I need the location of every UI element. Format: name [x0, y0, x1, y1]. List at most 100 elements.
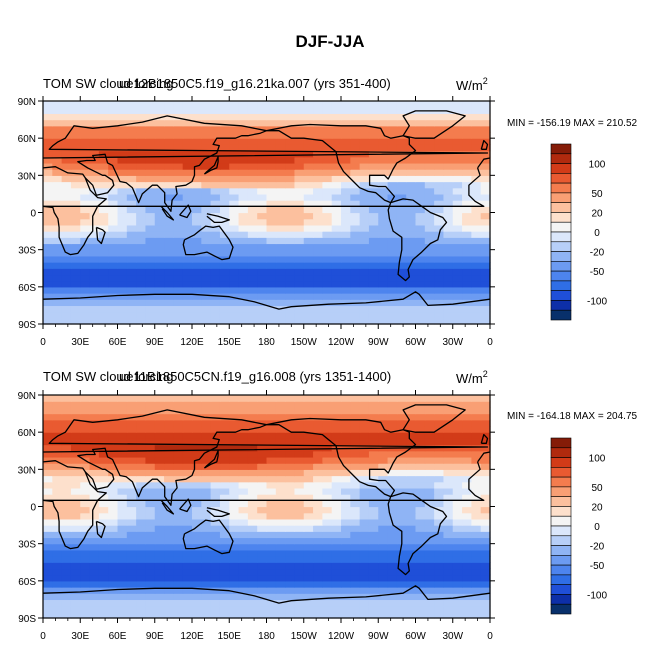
field-cell: [238, 568, 249, 576]
field-cell: [424, 162, 435, 170]
field-cell: [359, 425, 370, 433]
field-cell: [443, 494, 454, 501]
field-cell: [378, 175, 389, 183]
field-cell: [173, 556, 184, 563]
field-cell: [201, 187, 212, 195]
x-tick-label: 150W: [291, 337, 318, 348]
field-cell: [294, 487, 305, 495]
field-cell: [359, 500, 370, 508]
field-cell: [89, 169, 100, 176]
field-cell: [136, 169, 147, 176]
field-cell: [164, 432, 174, 439]
field-cell: [322, 401, 333, 408]
field-cell: [201, 249, 212, 257]
field-cell: [387, 463, 398, 470]
field-cell: [98, 212, 109, 220]
field-cell: [136, 562, 147, 570]
field-cell: [80, 432, 91, 439]
field-cell: [396, 138, 407, 145]
field-cell: [452, 481, 463, 489]
field-cell: [266, 413, 277, 421]
field-cell: [136, 181, 147, 189]
field-cell: [341, 268, 351, 276]
field-cell: [210, 243, 221, 251]
field-cell: [117, 119, 128, 127]
field-cell: [480, 580, 491, 588]
field-cell: [368, 169, 379, 176]
field-cell: [145, 169, 156, 176]
field-cell: [126, 237, 137, 245]
field-cell: [462, 125, 472, 133]
field-cell: [108, 425, 119, 433]
field-cell: [480, 286, 491, 294]
field-cell: [52, 518, 63, 526]
field-cell: [350, 169, 361, 176]
field-cell: [285, 305, 296, 313]
field-cell: [201, 512, 212, 520]
field-cell: [424, 293, 435, 300]
field-cell: [452, 101, 463, 108]
map-panel-2: TOM SW cloud forcing ue11B1850C5CN.f19_g…: [18, 369, 638, 642]
field-cell: [443, 243, 454, 251]
field-cell: [452, 475, 463, 483]
field-cell: [108, 518, 119, 526]
field-cell: [359, 231, 370, 238]
field-cell: [80, 395, 91, 402]
field-cell: [480, 543, 491, 551]
field-cell: [480, 450, 491, 458]
field-cell: [173, 593, 184, 601]
field-cell: [43, 556, 53, 563]
field-cell: [61, 574, 72, 582]
field-cell: [415, 425, 426, 433]
field-cell: [43, 605, 53, 613]
field-cell: [285, 580, 296, 588]
field-cell: [462, 487, 472, 495]
field-cell: [266, 255, 277, 263]
field-cell: [424, 568, 435, 576]
field-cell: [117, 475, 128, 483]
field-cell: [350, 469, 361, 477]
field-cell: [182, 500, 193, 508]
field-cell: [266, 150, 277, 158]
field-cell: [192, 212, 202, 220]
field-cell: [154, 593, 165, 601]
field-cell: [154, 587, 165, 594]
field-cell: [154, 512, 165, 520]
field-cell: [98, 500, 109, 508]
field-cell: [396, 206, 407, 214]
field-cell: [294, 169, 305, 176]
field-cell: [201, 311, 212, 319]
field-cell: [378, 268, 389, 276]
field-cell: [43, 611, 53, 619]
field-cell: [452, 131, 463, 139]
field-cell: [52, 249, 63, 257]
field-cell: [108, 525, 119, 532]
field-cell: [471, 224, 482, 232]
field-cell: [108, 543, 119, 551]
field-cell: [359, 262, 370, 269]
field-cell: [173, 262, 184, 269]
field-cell: [443, 107, 454, 114]
field-cell: [396, 311, 407, 319]
field-cell: [424, 262, 435, 269]
field-cell: [247, 175, 258, 183]
field-cell: [415, 500, 426, 508]
field-cell: [201, 537, 212, 545]
field-cell: [368, 317, 379, 325]
field-cell: [70, 450, 81, 458]
field-cell: [313, 425, 323, 433]
field-cell: [80, 568, 91, 576]
field-cell: [406, 537, 417, 545]
field-cell: [368, 599, 379, 607]
field-cell: [43, 231, 53, 238]
field-cell: [275, 494, 286, 501]
field-cell: [257, 500, 268, 508]
field-cell: [98, 255, 109, 263]
y-tick-label: 30N: [18, 465, 36, 476]
field-cell: [201, 562, 212, 570]
coastline: [206, 213, 230, 224]
field-cell: [313, 450, 323, 458]
field-cell: [136, 500, 147, 508]
field-cell: [229, 481, 240, 489]
field-cell: [108, 549, 119, 557]
